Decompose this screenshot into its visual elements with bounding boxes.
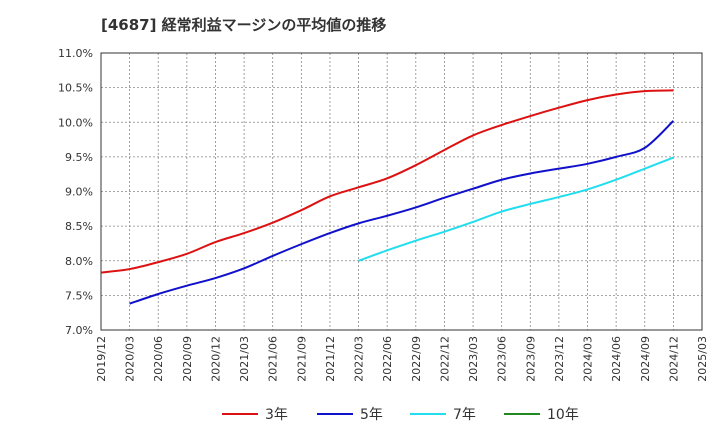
- y-tick-label: 10.5%: [58, 82, 93, 95]
- x-tick-label: 2020/06: [152, 336, 165, 382]
- series-line-0: [100, 89, 674, 274]
- x-tick-label: 2023/12: [553, 336, 566, 382]
- x-tick-label: 2022/03: [353, 336, 366, 382]
- x-tick-label: 2021/12: [324, 336, 337, 382]
- x-tick-label: 2024/09: [639, 336, 652, 382]
- x-tick-label: 2024/12: [667, 336, 680, 382]
- series-layer: [100, 89, 675, 305]
- x-tick-label: 2024/03: [582, 336, 595, 382]
- x-tick-label: 2020/03: [124, 336, 137, 382]
- legend: 3年 5年 7年 10年: [222, 407, 579, 423]
- x-tick-label: 2023/09: [524, 336, 537, 382]
- y-tick-label: 11.0%: [58, 47, 93, 60]
- x-tick-label: 2022/09: [410, 336, 423, 382]
- y-tick-label: 9.5%: [65, 151, 93, 164]
- x-tick-label: 2024/06: [610, 336, 623, 382]
- y-tick-label: 7.0%: [65, 324, 93, 337]
- x-tick-label: 2023/06: [496, 336, 509, 382]
- x-tick-label: 2021/09: [295, 336, 308, 382]
- legend-label: 5年: [360, 407, 383, 423]
- legend-label: 7年: [453, 407, 476, 423]
- chart-title: [4687] 経常利益マージンの平均値の推移: [101, 16, 386, 34]
- y-tick-label: 7.5%: [65, 289, 93, 302]
- series-line-2: [358, 156, 674, 262]
- legend-label: 3年: [265, 407, 288, 423]
- y-tick-label: 10.0%: [58, 116, 93, 129]
- x-tick-label: 2021/06: [267, 336, 280, 382]
- x-tick-label: 2023/03: [467, 336, 480, 382]
- y-axis: 7.0% 7.5% 8.0% 8.5% 9.0% 9.5% 10.0% 10.5% 11.0%: [58, 47, 93, 337]
- series-line-1: [129, 120, 675, 305]
- x-tick-label: 2021/03: [238, 336, 251, 382]
- x-axis: 2019/12 2020/03 2020/06 2020/09 2020/12 2021/…: [95, 336, 709, 382]
- x-tick-label: 2025/03: [696, 336, 709, 382]
- y-tick-label: 8.5%: [65, 220, 93, 233]
- legend-label: 10年: [547, 407, 579, 423]
- y-tick-label: 8.0%: [65, 255, 93, 268]
- x-tick-label: 2019/12: [95, 336, 108, 382]
- y-tick-label: 9.0%: [65, 186, 93, 199]
- x-tick-label: 2022/12: [438, 336, 451, 382]
- plot-frame: [100, 52, 703, 331]
- x-tick-label: 2022/06: [381, 336, 394, 382]
- x-tick-label: 2020/09: [181, 336, 194, 382]
- x-tick-label: 2020/12: [209, 336, 222, 382]
